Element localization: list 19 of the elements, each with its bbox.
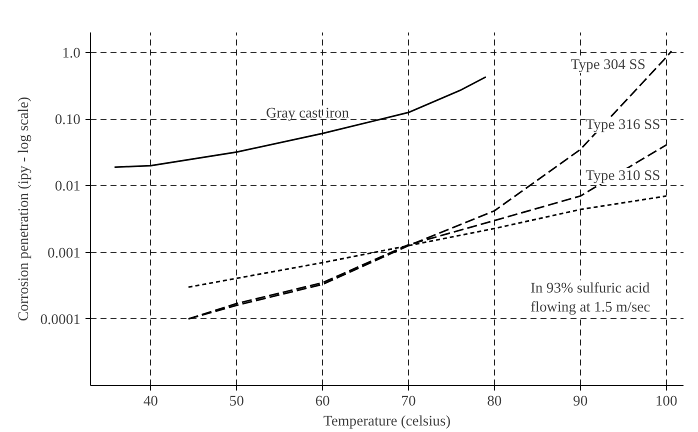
y-axis-title: Corrosion penetration (ipy - log scale)	[16, 96, 32, 322]
x-axis-title: Temperature (celsius)	[323, 414, 451, 430]
x-tick-label: 70	[401, 394, 416, 410]
series-label: Type 304 SS	[570, 57, 646, 74]
x-tick-label: 90	[573, 394, 588, 410]
x-tick-label: 60	[315, 394, 330, 410]
y-tick-label: 0.001	[48, 245, 81, 262]
annotation: In 93% sulfuric acid flowing at 1.5 m/sec	[530, 280, 651, 316]
y-tick-label: 1.0	[62, 46, 81, 62]
x-tick-label: 50	[229, 394, 244, 410]
x-tick-label: 80	[487, 394, 502, 410]
y-tick-label: 0.01	[54, 178, 81, 195]
y-tick-label: 0.10	[54, 112, 81, 128]
series-label: Gray cast iron	[266, 105, 350, 122]
y-tick-label: 0.0001	[40, 312, 81, 328]
series-label: Type 310 SS	[586, 168, 660, 184]
series-label: Type 316 SS	[586, 116, 660, 133]
x-tick-label: 40	[143, 394, 158, 410]
x-tick-label: 100	[655, 394, 678, 410]
